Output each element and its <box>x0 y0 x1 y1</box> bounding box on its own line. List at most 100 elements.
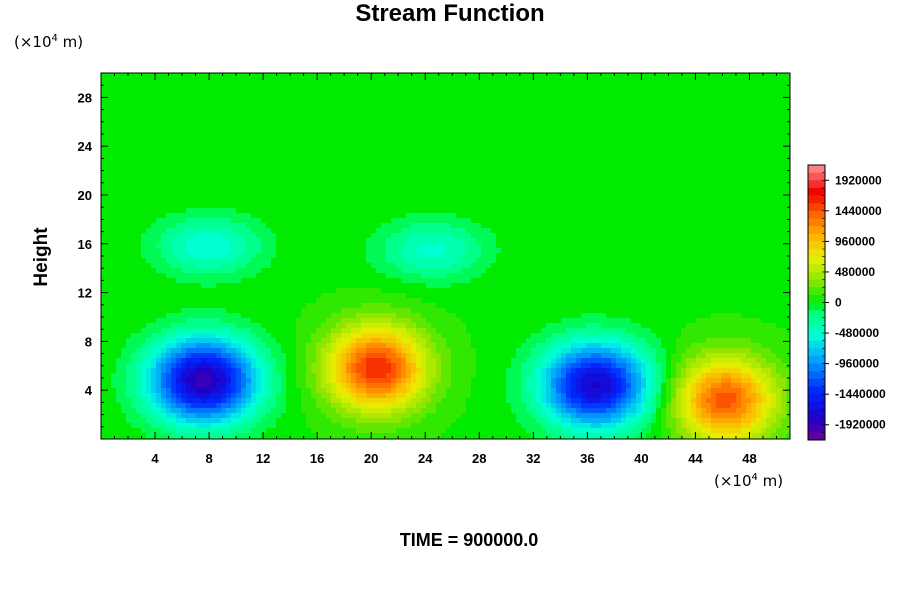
field-cell <box>176 228 182 234</box>
field-cell <box>471 213 477 219</box>
field-cell <box>536 93 542 99</box>
field-cell <box>276 98 282 104</box>
field-cell <box>291 128 297 134</box>
field-cell <box>666 108 672 114</box>
field-cell <box>641 88 647 94</box>
field-cell <box>501 143 507 149</box>
field-cell <box>301 208 307 214</box>
field-cell <box>241 228 247 234</box>
field-cell <box>246 228 252 234</box>
field-cell <box>246 193 252 199</box>
field-cell <box>771 193 777 199</box>
field-cell <box>711 243 717 249</box>
field-cell <box>401 173 407 179</box>
field-cell <box>666 233 672 239</box>
field-cell <box>761 178 767 184</box>
field-cell <box>546 128 552 134</box>
field-cell <box>651 103 657 109</box>
field-cell <box>131 118 137 124</box>
field-cell <box>361 88 367 94</box>
field-cell <box>441 73 447 79</box>
field-cell <box>191 108 197 114</box>
field-cell <box>476 123 482 129</box>
field-cell <box>716 83 722 89</box>
field-cell <box>231 113 237 119</box>
field-cell <box>421 168 427 174</box>
field-cell <box>746 73 752 79</box>
field-cell <box>131 138 137 144</box>
field-cell <box>681 98 687 104</box>
field-cell <box>411 73 417 79</box>
field-cell <box>761 163 767 169</box>
field-cell <box>421 173 427 179</box>
field-cell <box>126 148 132 154</box>
field-cell <box>506 113 512 119</box>
field-cell <box>771 223 777 229</box>
field-cell <box>181 93 187 99</box>
field-cell <box>416 238 422 244</box>
field-cell <box>186 73 192 79</box>
field-cell <box>466 243 472 249</box>
field-cell <box>301 173 307 179</box>
field-cell <box>396 93 402 99</box>
field-cell <box>576 123 582 129</box>
field-cell <box>441 108 447 114</box>
field-cell <box>441 208 447 214</box>
field-cell <box>221 103 227 109</box>
field-cell <box>106 138 112 144</box>
field-cell <box>481 218 487 224</box>
field-cell <box>141 213 147 219</box>
field-cell <box>551 248 557 254</box>
field-cell <box>391 148 397 154</box>
field-cell <box>621 223 627 229</box>
field-cell <box>191 138 197 144</box>
field-cell <box>151 218 157 224</box>
field-cell <box>541 218 547 224</box>
field-cell <box>426 83 432 89</box>
field-cell <box>496 173 502 179</box>
field-cell <box>711 78 717 84</box>
field-cell <box>541 178 547 184</box>
field-cell <box>106 158 112 164</box>
field-cell <box>726 183 732 189</box>
field-cell <box>116 248 122 254</box>
field-cell <box>456 133 462 139</box>
field-cell <box>271 228 277 234</box>
field-cell <box>241 223 247 229</box>
field-cell <box>176 203 182 209</box>
field-cell <box>501 78 507 84</box>
field-cell <box>371 118 377 124</box>
field-cell <box>706 88 712 94</box>
field-cell <box>656 113 662 119</box>
field-cell <box>221 238 227 244</box>
field-cell <box>596 218 602 224</box>
field-cell <box>776 168 782 174</box>
field-cell <box>311 88 317 94</box>
field-cell <box>281 168 287 174</box>
field-cell <box>471 188 477 194</box>
field-cell <box>196 183 202 189</box>
field-cell <box>186 153 192 159</box>
field-cell <box>676 88 682 94</box>
field-cell <box>561 128 567 134</box>
field-cell <box>321 118 327 124</box>
field-cell <box>631 233 637 239</box>
field-cell <box>586 193 592 199</box>
field-cell <box>586 198 592 204</box>
field-cell <box>601 143 607 149</box>
field-cell <box>451 233 457 239</box>
field-cell <box>521 228 527 234</box>
field-cell <box>696 218 702 224</box>
field-cell <box>626 113 632 119</box>
field-cell <box>511 163 517 169</box>
field-cell <box>521 218 527 224</box>
field-cell <box>561 248 567 254</box>
field-cell <box>266 238 272 244</box>
field-cell <box>351 198 357 204</box>
field-cell <box>431 103 437 109</box>
field-cell <box>681 78 687 84</box>
field-cell <box>226 213 232 219</box>
field-cell <box>216 163 222 169</box>
field-cell <box>781 238 787 244</box>
field-cell <box>671 153 677 159</box>
